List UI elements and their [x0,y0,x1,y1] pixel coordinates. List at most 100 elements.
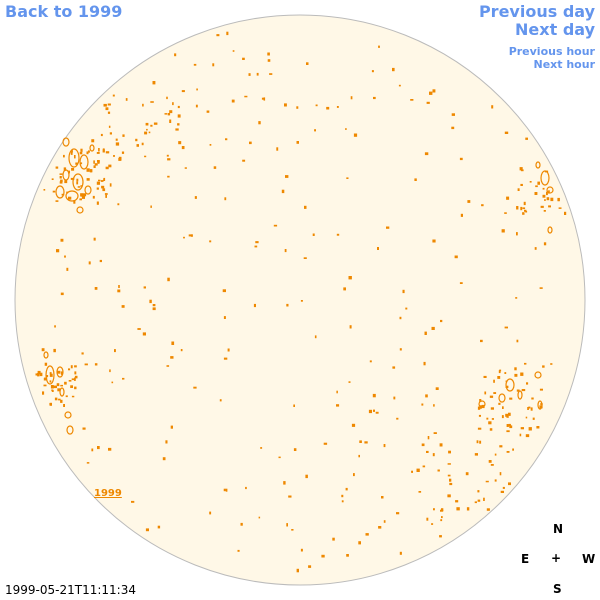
contour-dot [100,133,103,137]
contour-dot [109,369,111,373]
contour-dot [441,516,443,519]
year-label: 1999 [94,488,122,499]
contour [62,137,70,147]
contour-dot [323,442,328,445]
contour-dot [424,152,429,156]
contour-dot [169,110,173,114]
contour-dot [56,383,60,387]
contour-dot [99,259,102,263]
next-day-link[interactable]: Next day [515,20,595,39]
contour-dot [269,73,273,75]
contour-dot [336,390,338,394]
contour-dot [258,516,261,519]
contour-dot [516,389,520,392]
contour-dot [524,209,527,212]
contour-dot [244,95,248,98]
contour-dot [432,239,436,243]
contour-dot [70,151,73,155]
contour-dot [399,316,402,320]
contour-dot [117,289,121,293]
contour-dot [296,568,299,573]
contour-dot [534,247,537,250]
contour-dot [315,104,318,107]
contour-dot [181,146,185,150]
contour-dot [240,522,243,526]
contour-dot [175,128,179,131]
contour-dot [491,418,494,420]
contour-dot [546,197,550,201]
contour-dot [41,348,45,352]
contour-dot [209,511,212,515]
contour-dot [528,406,531,409]
contour-dot [74,375,78,379]
next-hour-link[interactable]: Next hour [533,58,596,71]
contour-dot [527,407,529,410]
contour [79,154,89,170]
contour-dot [79,198,82,201]
contour-dot [528,427,532,431]
contour-dot [76,178,79,182]
contour-dot [143,286,146,289]
contour-dot [167,175,170,178]
contour-dot [493,379,495,383]
contour-dot [70,385,73,388]
contour-dot [378,526,382,529]
contour-dot [392,366,396,369]
contour-dot [227,348,230,352]
contour-dot [183,236,185,239]
contour-dot [421,443,425,447]
contour-dot [177,114,181,118]
contour-dot [142,103,144,107]
contour-dot [231,99,235,103]
contour-dot [516,206,519,210]
contour-dot [150,205,152,208]
contour-dot [55,200,59,202]
contour-dot [98,148,100,152]
contour-dot [516,339,519,343]
contour-dot [152,304,156,307]
contour [84,185,92,195]
contour-dot [418,491,422,493]
contour-dot [103,103,107,107]
contour-dot [440,319,443,323]
contour-dot [50,385,54,389]
contour-dot [170,425,173,429]
contour-dot [543,242,547,246]
contour-dot [88,261,91,265]
contour-dot [358,541,361,545]
contour-dot [300,548,303,552]
contour-dot [90,170,92,173]
back-to-year-link[interactable]: Back to 1999 [5,2,123,21]
contour-dot [181,90,185,93]
contour-dot [60,179,63,182]
contour-dot [432,453,435,457]
previous-day-link[interactable]: Previous day [478,2,595,21]
contour-dot [486,417,489,420]
contour-dot [346,177,349,179]
contour-dot [410,99,414,101]
contour-dot [535,185,538,188]
contour-dot [74,365,77,368]
contour-dot [336,404,340,407]
contour-dot [300,300,303,302]
contour-dot [460,213,463,217]
contour-dot [296,106,299,109]
contour-dot [427,436,430,440]
contour-dot [81,193,85,197]
contour-dot [543,210,546,212]
contour [72,173,84,191]
contour-dot [68,170,70,174]
contour-dot [105,107,109,111]
contour-dot [222,289,226,293]
contour-dot [74,386,77,390]
contour-dot [371,70,374,73]
previous-hour-link[interactable]: Previous hour [508,45,595,58]
contour-dot [122,134,125,137]
contour-dot [66,267,69,271]
contour-dot [368,409,372,414]
contour-dot [283,481,286,485]
contour [517,390,523,400]
contour-dot [564,211,567,215]
contour-dot [398,84,401,87]
contour-dot [481,204,484,207]
